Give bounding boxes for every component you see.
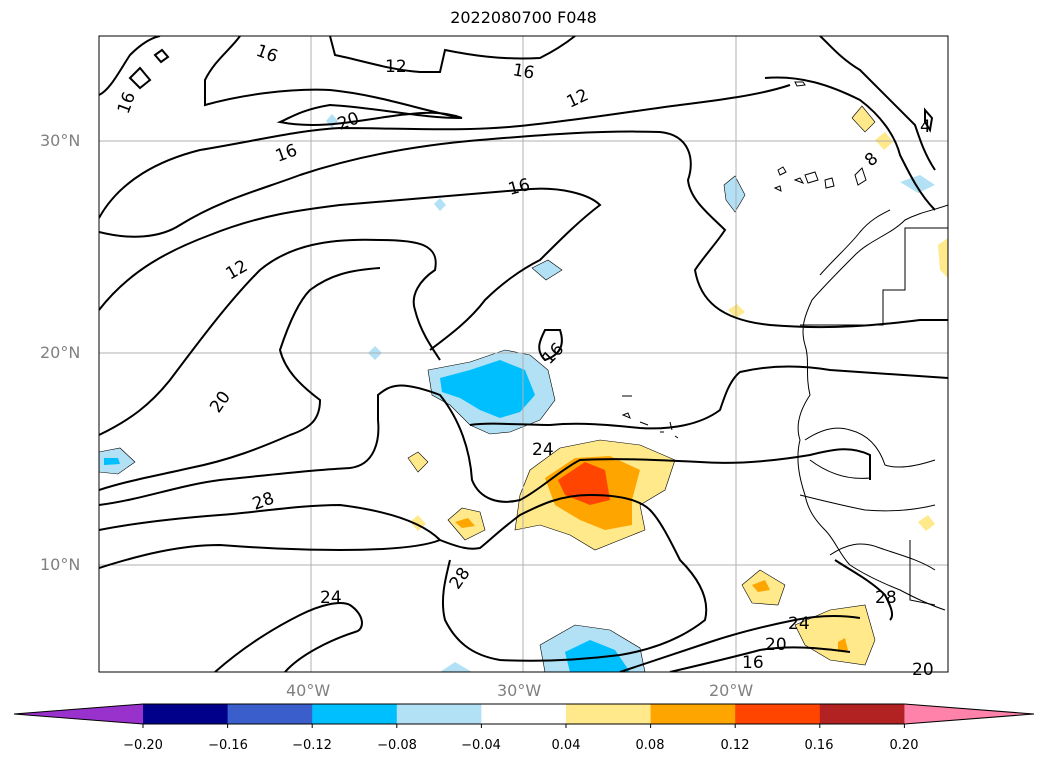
small-negative-feature (440, 662, 472, 672)
colorbar-extend-max (904, 704, 1034, 724)
southern-negative-core (565, 640, 630, 672)
small-negative-feature (531, 259, 563, 281)
colorbar-tick-label: 0.16 (804, 738, 834, 753)
gridlines (99, 36, 948, 672)
contour-label: 16 (511, 60, 536, 83)
colorbar-tick-label: −0.08 (377, 738, 417, 753)
lon-label-40w: 40°W (286, 681, 331, 700)
contour-label: 4 (920, 117, 931, 137)
colorbar-segment (312, 704, 398, 724)
contour-label: 12 (385, 57, 407, 77)
colorbar-segment (819, 704, 905, 724)
colorbar (13, 703, 1035, 728)
colorbar-segment (481, 704, 567, 724)
western-negative-core (104, 458, 120, 465)
lat-label-20n: 20°N (40, 343, 81, 362)
contour-line (204, 36, 463, 126)
contour-line (619, 614, 861, 672)
coastline-africa-inland (909, 540, 936, 606)
small-positive-feature (407, 451, 429, 473)
contour-label: 20 (765, 635, 787, 655)
colorbar-segment (396, 704, 482, 724)
lon-label-30w: 30°W (497, 681, 542, 700)
colorbar-tick-label: 0.12 (720, 738, 750, 753)
coastline-madeira (794, 81, 806, 87)
contour-line (99, 84, 791, 219)
coastline-africa-inland (799, 494, 936, 512)
coastline-africa-inland (809, 459, 871, 479)
contour-line (153, 48, 170, 64)
colorbar-segment (735, 704, 821, 724)
colorbar-segment (650, 704, 736, 724)
contour-line (99, 267, 381, 491)
coastline-africa-inland (819, 209, 891, 276)
contour-label: 24 (532, 440, 554, 460)
contour-line (329, 36, 576, 73)
contour-line (764, 76, 936, 211)
small-negative-feature (434, 198, 446, 211)
contour-line (99, 238, 441, 436)
colorbar-segment (227, 704, 313, 724)
plot-border (98, 35, 949, 673)
lat-label-30n: 30°N (40, 131, 81, 150)
contour-line (99, 130, 948, 329)
colorbar-segment (143, 704, 229, 724)
small-positive-feature (455, 518, 475, 528)
contour-line (669, 646, 851, 672)
contour-label: 28 (875, 588, 897, 608)
contour-line (99, 493, 708, 662)
colorbar-tick-label: −0.20 (123, 738, 163, 753)
colorbar-tick-label: −0.12 (292, 738, 332, 753)
colorbar-tick-label: −0.04 (461, 738, 501, 753)
small-positive-feature (918, 515, 935, 531)
contour-line (469, 365, 948, 430)
small-negative-feature (900, 175, 935, 193)
colorbar-tick-label: 0.08 (635, 738, 665, 753)
small-positive-feature (851, 105, 876, 133)
coastline-africa-inland (804, 427, 936, 468)
contour-line (924, 107, 934, 133)
colorbar-extend-min (14, 704, 143, 724)
map-title: 2022080700 F048 (450, 8, 597, 27)
coastlines (621, 81, 948, 611)
contour-label: 24 (788, 614, 810, 634)
contour-line (99, 539, 441, 569)
contours (99, 36, 948, 672)
contour-label: 24 (320, 588, 342, 608)
colorbar-tick-label: 0.04 (551, 738, 581, 753)
contour-line (214, 602, 363, 672)
contour-line (834, 559, 894, 621)
coastline-cape-verde (621, 395, 679, 439)
coastline-canary (773, 166, 867, 192)
small-negative-feature (723, 175, 746, 213)
lat-label-10n: 10°N (40, 555, 81, 574)
small-positive-feature (752, 580, 770, 592)
southeast-positive-core (838, 638, 848, 652)
colorbar-tick-label: −0.16 (208, 738, 248, 753)
small-positive-feature (938, 238, 948, 278)
contour-label: 16 (742, 653, 764, 673)
coastline-africa-inland (829, 543, 936, 571)
contour-line (538, 329, 563, 362)
contour-line (819, 36, 936, 171)
coastline-africa-inland (800, 227, 948, 326)
negative-anomaly-core (440, 360, 535, 418)
contour-line (128, 66, 152, 90)
colorbar-segment (566, 704, 652, 724)
colorbar-tick-label: 0.20 (889, 738, 919, 753)
contour-line (99, 187, 602, 351)
lon-label-20w: 20°W (709, 681, 754, 700)
contour-label: 20 (912, 660, 934, 680)
contour-line (99, 36, 161, 96)
contour-line (99, 384, 871, 506)
coastline-africa (797, 204, 948, 611)
